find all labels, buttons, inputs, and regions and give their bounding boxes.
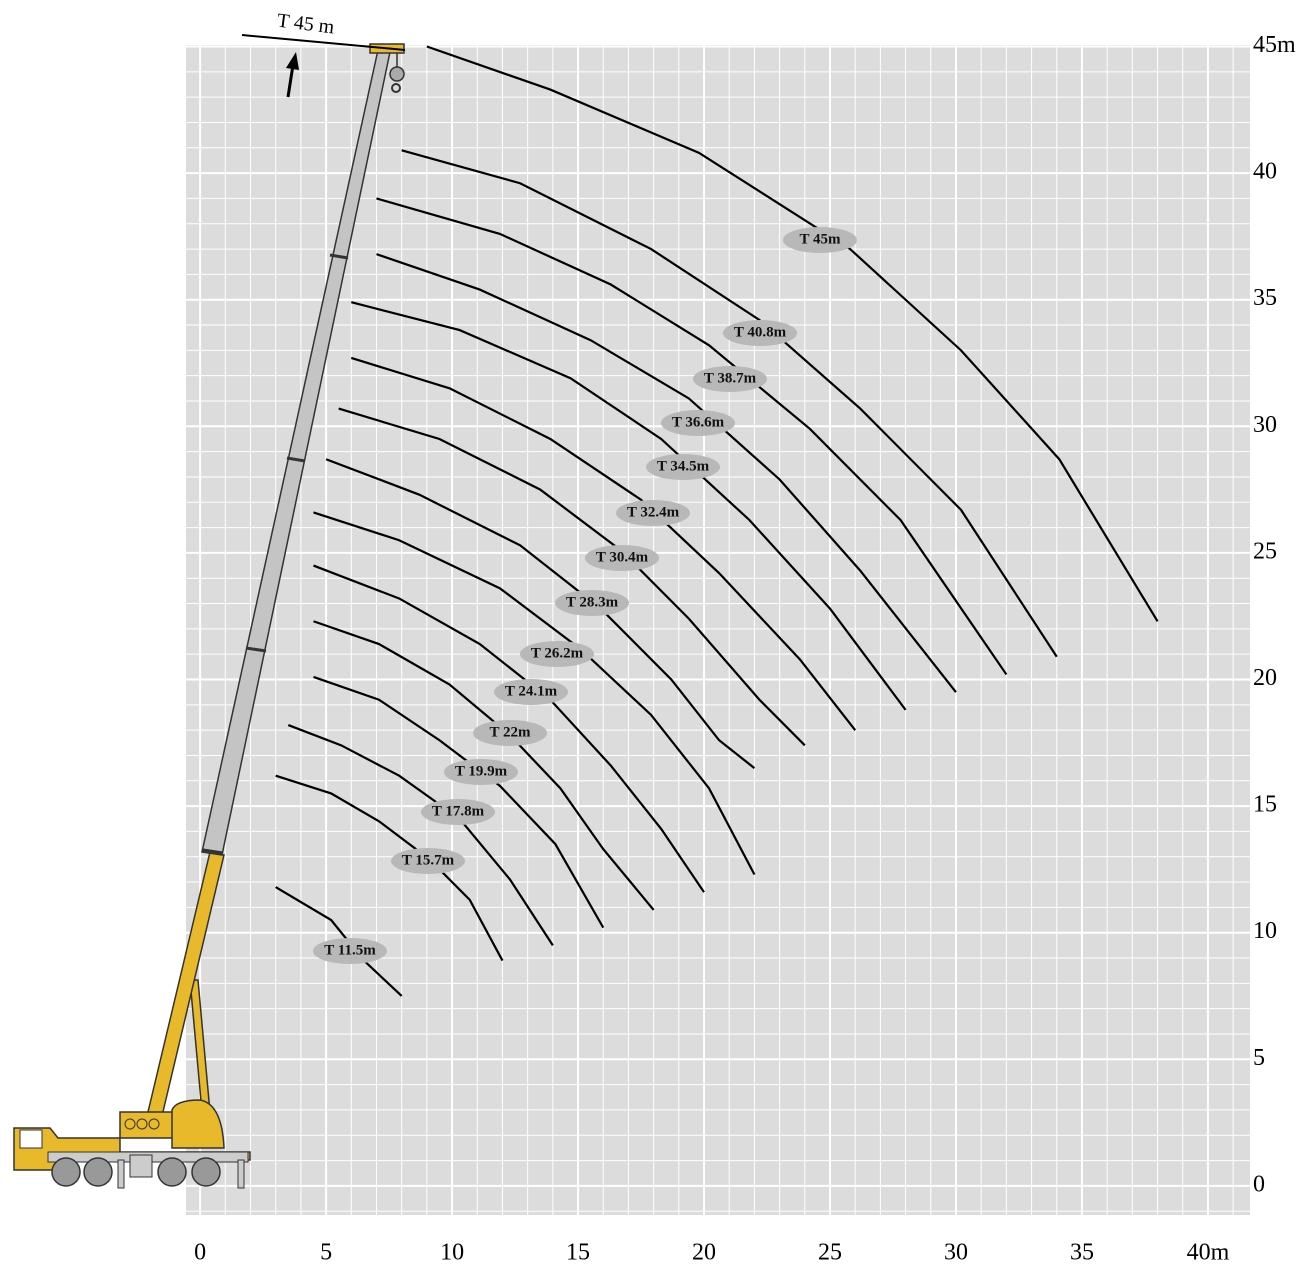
x-tick-label: 20 (692, 1240, 716, 1266)
curve (376, 253, 957, 693)
x-tick-label: 25 (818, 1240, 842, 1266)
curve-label: T 45m (800, 231, 841, 247)
x-tick-label: 10 (440, 1240, 464, 1266)
annotation-line (241, 34, 406, 51)
curve-label: T 34.5m (657, 458, 710, 474)
curve (287, 724, 554, 946)
y-tick-label: 20 (1253, 665, 1277, 691)
curve-label: T 40.8m (734, 324, 787, 340)
curve-label-bg (520, 641, 594, 667)
curve-label-bg (313, 938, 387, 964)
curve-label: T 19.9m (455, 763, 508, 779)
x-tick-label: 35 (1070, 1240, 1094, 1266)
x-tick-label: 0 (194, 1240, 206, 1266)
curve-label: T 17.8m (432, 803, 485, 819)
y-tick-label: 35 (1253, 285, 1277, 311)
grid (186, 45, 1250, 1215)
curve (351, 301, 907, 711)
curve-label: T 22m (490, 724, 531, 740)
curve-label-bg (473, 720, 547, 746)
curve (275, 774, 504, 962)
curves: T 11.5m T 15.7m T 17.8m T 19.9m T 22m T 24.1m… (275, 45, 1159, 997)
curve-label-bg (693, 366, 767, 392)
curve-label-bg (494, 679, 568, 705)
curve (401, 149, 1058, 658)
y-tick-label: 0 (1253, 1171, 1265, 1197)
curve-label: T 28.3m (566, 594, 619, 610)
curve-label: T 36.6m (672, 414, 725, 430)
y-tick-label: 15 (1253, 792, 1277, 818)
crane (13, 43, 405, 1189)
curve-label-bg (723, 320, 797, 346)
annotation-arrowhead (286, 52, 299, 70)
x-tick-label: 40m (1187, 1240, 1230, 1266)
curve-label-bg (555, 590, 629, 616)
curve-label-bg (585, 545, 659, 571)
curve-label: T 38.7m (704, 370, 757, 386)
curve-label: T 30.4m (596, 549, 649, 565)
curve-label: T 26.2m (531, 645, 584, 661)
plot-background (186, 45, 1250, 1215)
x-tick-label: 30 (944, 1240, 968, 1266)
curve-label-bg (616, 500, 690, 526)
annotation-arrow (286, 64, 295, 98)
curve-label-bg (391, 848, 465, 874)
curve (350, 356, 857, 731)
y-tick-label: 30 (1253, 412, 1277, 438)
y-tick-label: 5 (1253, 1045, 1265, 1071)
x-tick-label: 5 (320, 1240, 332, 1266)
curve-label: T 24.1m (505, 683, 558, 699)
y-tick-label: 25 (1253, 538, 1277, 564)
curve-label: T 11.5m (324, 942, 376, 958)
y-tick-label: 45m (1253, 32, 1296, 58)
curve-label-bg (421, 799, 495, 825)
curve (376, 197, 1008, 676)
y-tick-label: 40 (1253, 159, 1277, 185)
curve-label-bg (444, 759, 518, 785)
curve-label-bg (646, 454, 720, 480)
curve-label: T 15.7m (402, 852, 455, 868)
x-tick-label: 15 (566, 1240, 590, 1266)
curve-label: T 32.4m (627, 504, 680, 520)
curve (426, 45, 1159, 622)
curve-label-bg (661, 410, 735, 436)
y-tick-label: 10 (1253, 918, 1277, 944)
curve-label-bg (783, 227, 857, 253)
annotation: T 45 m (276, 10, 336, 39)
